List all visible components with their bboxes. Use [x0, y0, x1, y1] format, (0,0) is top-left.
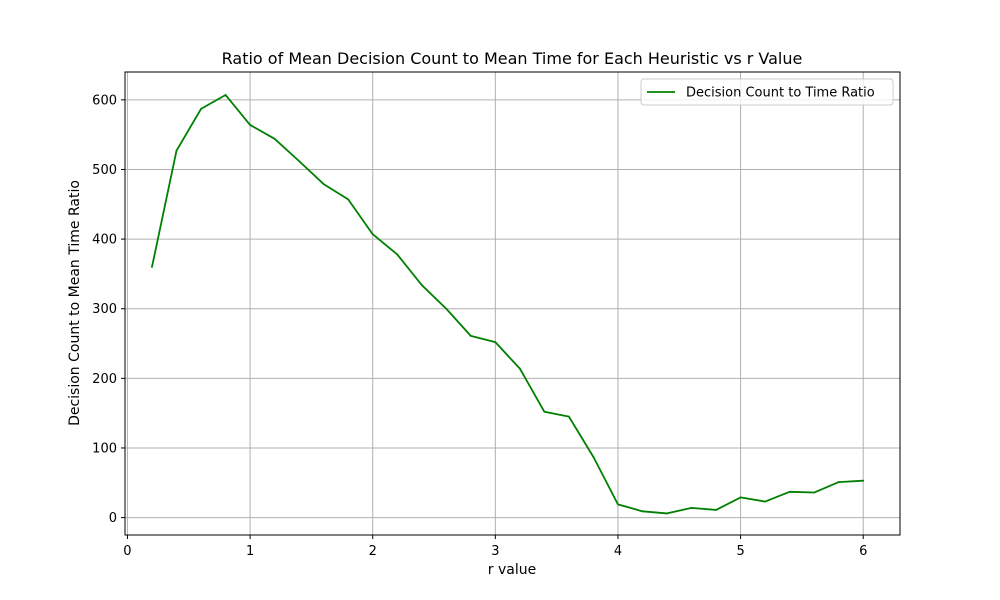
data-point: [224, 94, 227, 96]
x-tick-label: 0: [123, 544, 131, 559]
chart-title: Ratio of Mean Decision Count to Mean Tim…: [222, 49, 803, 68]
grid-lines: [125, 72, 900, 535]
data-point: [788, 490, 791, 493]
data-point: [445, 307, 448, 310]
y-tick-label: 400: [92, 233, 117, 248]
data-point: [813, 491, 816, 494]
data-point: [764, 500, 767, 503]
x-tick-label: 2: [369, 544, 377, 559]
data-point: [175, 149, 178, 152]
data-point: [568, 415, 570, 418]
y-tick-label: 300: [92, 302, 117, 317]
data-point: [396, 253, 399, 256]
y-tick-label: 0: [109, 511, 117, 526]
x-axis-ticks: 0 1 2 3 4 5 6: [123, 535, 867, 559]
data-point: [715, 509, 717, 511]
data-point: [739, 496, 742, 499]
data-point: [371, 233, 374, 236]
data-point: [322, 183, 325, 185]
data-point: [666, 512, 668, 515]
legend: Decision Count to Time Ratio: [640, 78, 894, 106]
data-point: [837, 481, 840, 483]
data-point: [592, 456, 595, 458]
data-point: [862, 479, 865, 482]
x-tick-label: 3: [491, 544, 499, 559]
y-axis-label: Decision Count to Mean Time Ratio: [67, 180, 83, 426]
data-point: [690, 506, 693, 509]
data-point: [469, 334, 472, 337]
data-point: [420, 284, 423, 286]
data-point: [494, 341, 497, 344]
data-point: [347, 198, 350, 201]
data-point: [617, 503, 619, 506]
data-point: [151, 266, 153, 268]
y-tick-label: 200: [92, 372, 117, 387]
series-line: [151, 94, 864, 515]
x-tick-label: 1: [246, 544, 254, 559]
data-point: [273, 137, 276, 140]
data-point: [200, 108, 202, 110]
data-point: [641, 510, 644, 513]
legend-label: Decision Count to Time Ratio: [686, 86, 875, 101]
x-tick-label: 4: [614, 544, 622, 559]
data-point: [298, 160, 301, 163]
y-tick-label: 100: [92, 441, 117, 456]
data-point: [249, 124, 251, 126]
y-axis-ticks: 0 100 200 300 400 500 600: [92, 93, 125, 526]
series-layer: [151, 94, 865, 515]
x-axis-label: r value: [488, 562, 536, 578]
plot-frame: [124, 71, 901, 536]
x-tick-label: 5: [736, 544, 744, 559]
y-tick-label: 500: [92, 163, 117, 178]
legend-box: [640, 78, 894, 106]
y-tick-label: 600: [92, 93, 117, 108]
x-tick-label: 6: [859, 544, 867, 559]
data-point: [543, 410, 546, 413]
data-point: [518, 367, 521, 370]
